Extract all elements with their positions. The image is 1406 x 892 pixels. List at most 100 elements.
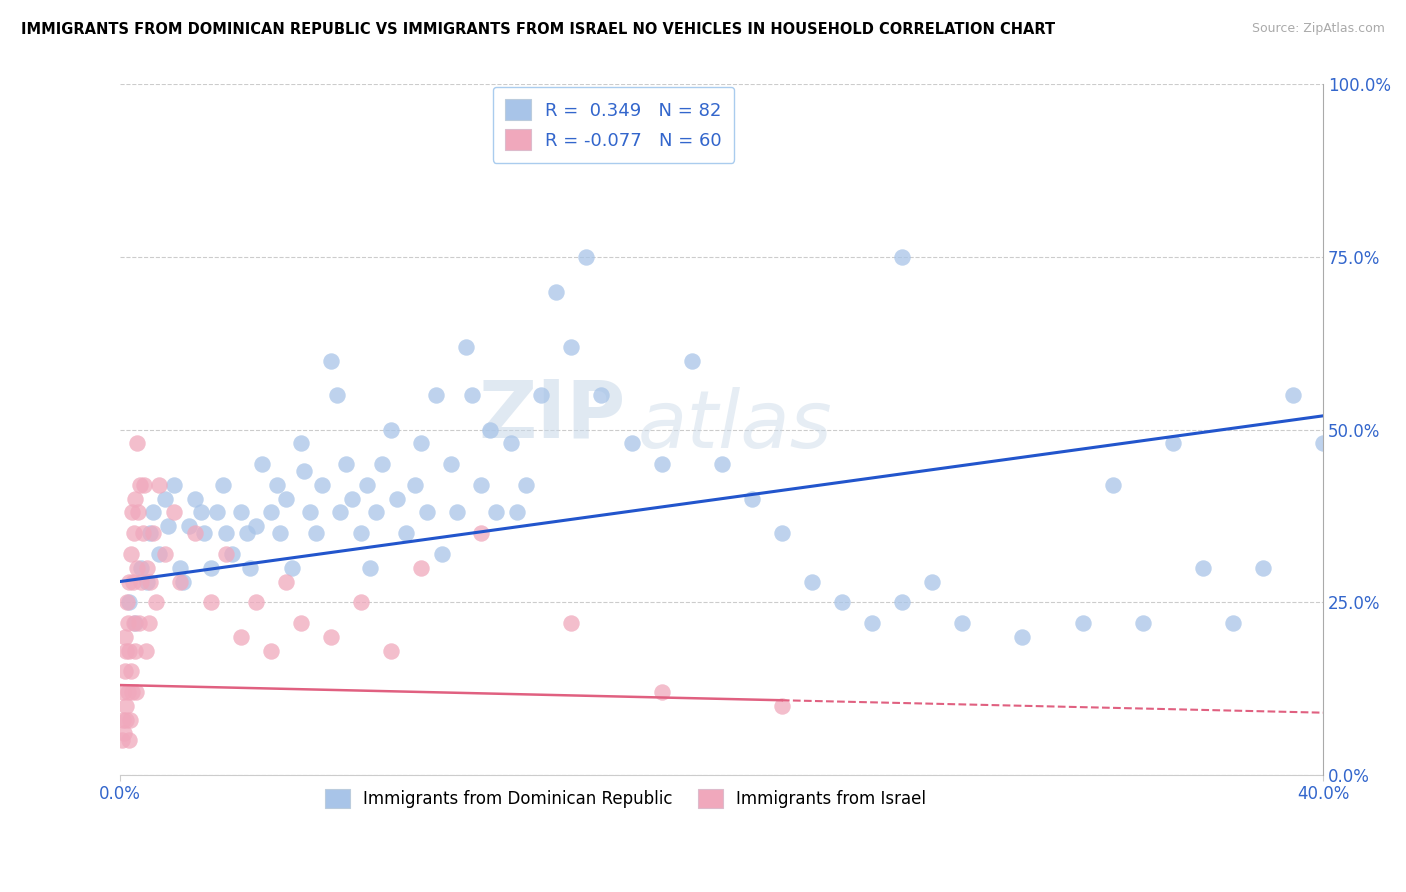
Point [239, 560, 262, 574]
Point [560, 615, 582, 630]
Point [124, 491, 146, 506]
Point [1192, 560, 1215, 574]
Point [179, 519, 201, 533]
Point [1251, 560, 1274, 574]
Point [117, 685, 139, 699]
Point [1101, 478, 1123, 492]
Point [115, 595, 138, 609]
Point [860, 615, 883, 630]
Point [470, 526, 492, 541]
Point [125, 560, 148, 574]
Point [114, 665, 136, 679]
Point [112, 713, 135, 727]
Point [385, 491, 408, 506]
Point [430, 547, 453, 561]
Point [298, 506, 321, 520]
Point [121, 685, 143, 699]
Point [395, 526, 418, 541]
Point [651, 685, 673, 699]
Point [229, 630, 252, 644]
Point [1132, 615, 1154, 630]
Point [139, 574, 162, 589]
Point [470, 478, 492, 492]
Point [921, 574, 943, 589]
Point [200, 560, 222, 574]
Point [136, 574, 159, 589]
Point [1222, 615, 1244, 630]
Point [115, 643, 138, 657]
Point [831, 595, 853, 609]
Point [193, 526, 215, 541]
Point [681, 353, 703, 368]
Point [409, 560, 432, 574]
Point [404, 478, 426, 492]
Point [118, 595, 141, 609]
Point [190, 506, 212, 520]
Point [131, 574, 153, 589]
Point [950, 615, 973, 630]
Point [266, 478, 288, 492]
Point [290, 615, 312, 630]
Point [530, 388, 553, 402]
Point [1071, 615, 1094, 630]
Point [114, 630, 136, 644]
Point [128, 478, 150, 492]
Point [235, 526, 257, 541]
Point [479, 423, 502, 437]
Point [485, 506, 508, 520]
Point [340, 491, 363, 506]
Text: atlas: atlas [637, 387, 832, 465]
Point [127, 506, 149, 520]
Point [350, 595, 373, 609]
Point [229, 506, 252, 520]
Point [891, 595, 914, 609]
Point [446, 506, 468, 520]
Point [290, 436, 312, 450]
Point [148, 478, 170, 492]
Legend: Immigrants from Dominican Republic, Immigrants from Israel: Immigrants from Dominican Republic, Immi… [318, 782, 932, 814]
Point [131, 560, 153, 574]
Point [259, 643, 281, 657]
Point [380, 643, 402, 657]
Point [135, 643, 157, 657]
Point [575, 250, 598, 264]
Point [134, 478, 156, 492]
Point [350, 526, 373, 541]
Point [274, 491, 297, 506]
Point [118, 713, 141, 727]
Point [461, 388, 484, 402]
Point [425, 388, 447, 402]
Point [142, 526, 165, 541]
Point [155, 491, 177, 506]
Point [620, 436, 643, 450]
Point [124, 615, 146, 630]
Point [120, 665, 142, 679]
Point [335, 457, 357, 471]
Point [546, 285, 568, 299]
Point [891, 250, 914, 264]
Point [122, 615, 145, 630]
Point [120, 547, 142, 561]
Point [311, 478, 333, 492]
Point [118, 643, 141, 657]
Point [117, 615, 139, 630]
Point [169, 560, 191, 574]
Point [359, 560, 381, 574]
Point [269, 526, 291, 541]
Point [380, 423, 402, 437]
Point [184, 491, 207, 506]
Point [515, 478, 537, 492]
Point [1161, 436, 1184, 450]
Point [115, 713, 138, 727]
Text: ZIP: ZIP [478, 376, 626, 455]
Point [1312, 436, 1334, 450]
Point [163, 506, 186, 520]
Point [118, 574, 141, 589]
Point [250, 457, 273, 471]
Point [319, 630, 342, 644]
Point [121, 506, 143, 520]
Point [122, 574, 145, 589]
Point [245, 519, 267, 533]
Point [145, 595, 167, 609]
Point [506, 506, 529, 520]
